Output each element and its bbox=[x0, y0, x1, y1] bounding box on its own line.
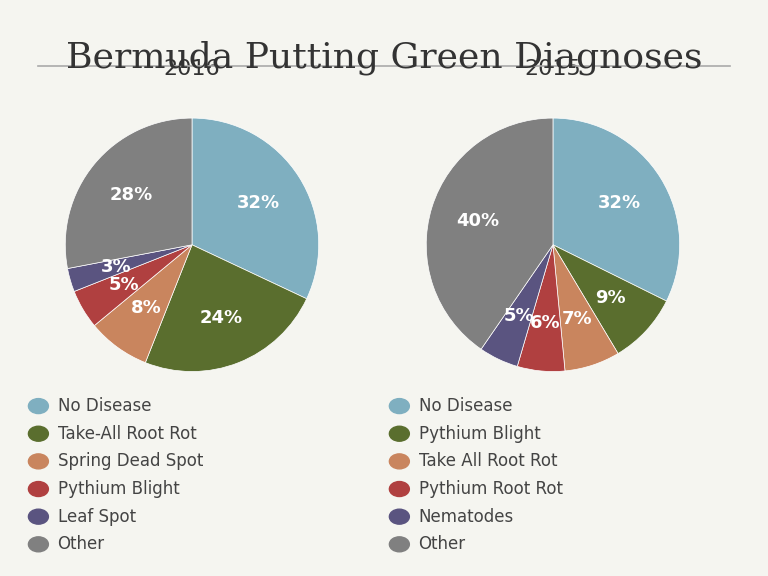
Wedge shape bbox=[192, 118, 319, 299]
Title: 2015: 2015 bbox=[525, 59, 581, 79]
Text: 7%: 7% bbox=[562, 310, 593, 328]
Text: Leaf Spot: Leaf Spot bbox=[58, 507, 136, 526]
Text: 6%: 6% bbox=[530, 314, 561, 332]
Wedge shape bbox=[426, 118, 553, 349]
Text: Pythium Blight: Pythium Blight bbox=[419, 425, 541, 443]
Wedge shape bbox=[68, 245, 192, 291]
Text: 24%: 24% bbox=[200, 309, 243, 327]
Text: Other: Other bbox=[419, 535, 465, 554]
Wedge shape bbox=[145, 245, 306, 372]
Text: Pythium Root Rot: Pythium Root Rot bbox=[419, 480, 562, 498]
Title: 2016: 2016 bbox=[164, 59, 220, 79]
Wedge shape bbox=[74, 245, 192, 325]
Text: Bermuda Putting Green Diagnoses: Bermuda Putting Green Diagnoses bbox=[66, 40, 702, 75]
Text: Pythium Blight: Pythium Blight bbox=[58, 480, 180, 498]
Text: 40%: 40% bbox=[456, 213, 499, 230]
Wedge shape bbox=[553, 245, 667, 354]
Text: Nematodes: Nematodes bbox=[419, 507, 514, 526]
Wedge shape bbox=[481, 245, 553, 366]
Wedge shape bbox=[553, 245, 618, 371]
Text: 28%: 28% bbox=[110, 185, 153, 204]
Text: 3%: 3% bbox=[101, 257, 132, 276]
Text: 5%: 5% bbox=[109, 276, 140, 294]
Text: 32%: 32% bbox=[237, 194, 280, 212]
Text: Take All Root Rot: Take All Root Rot bbox=[419, 452, 557, 471]
Wedge shape bbox=[94, 245, 192, 363]
Text: 9%: 9% bbox=[595, 289, 626, 307]
Text: 32%: 32% bbox=[598, 194, 641, 213]
Text: Take-All Root Rot: Take-All Root Rot bbox=[58, 425, 197, 443]
Wedge shape bbox=[65, 118, 192, 268]
Text: Spring Dead Spot: Spring Dead Spot bbox=[58, 452, 203, 471]
Text: No Disease: No Disease bbox=[419, 397, 512, 415]
Text: 5%: 5% bbox=[504, 307, 535, 325]
Wedge shape bbox=[518, 245, 565, 372]
Text: 8%: 8% bbox=[131, 300, 161, 317]
Text: No Disease: No Disease bbox=[58, 397, 151, 415]
Wedge shape bbox=[553, 118, 680, 301]
Text: Other: Other bbox=[58, 535, 104, 554]
